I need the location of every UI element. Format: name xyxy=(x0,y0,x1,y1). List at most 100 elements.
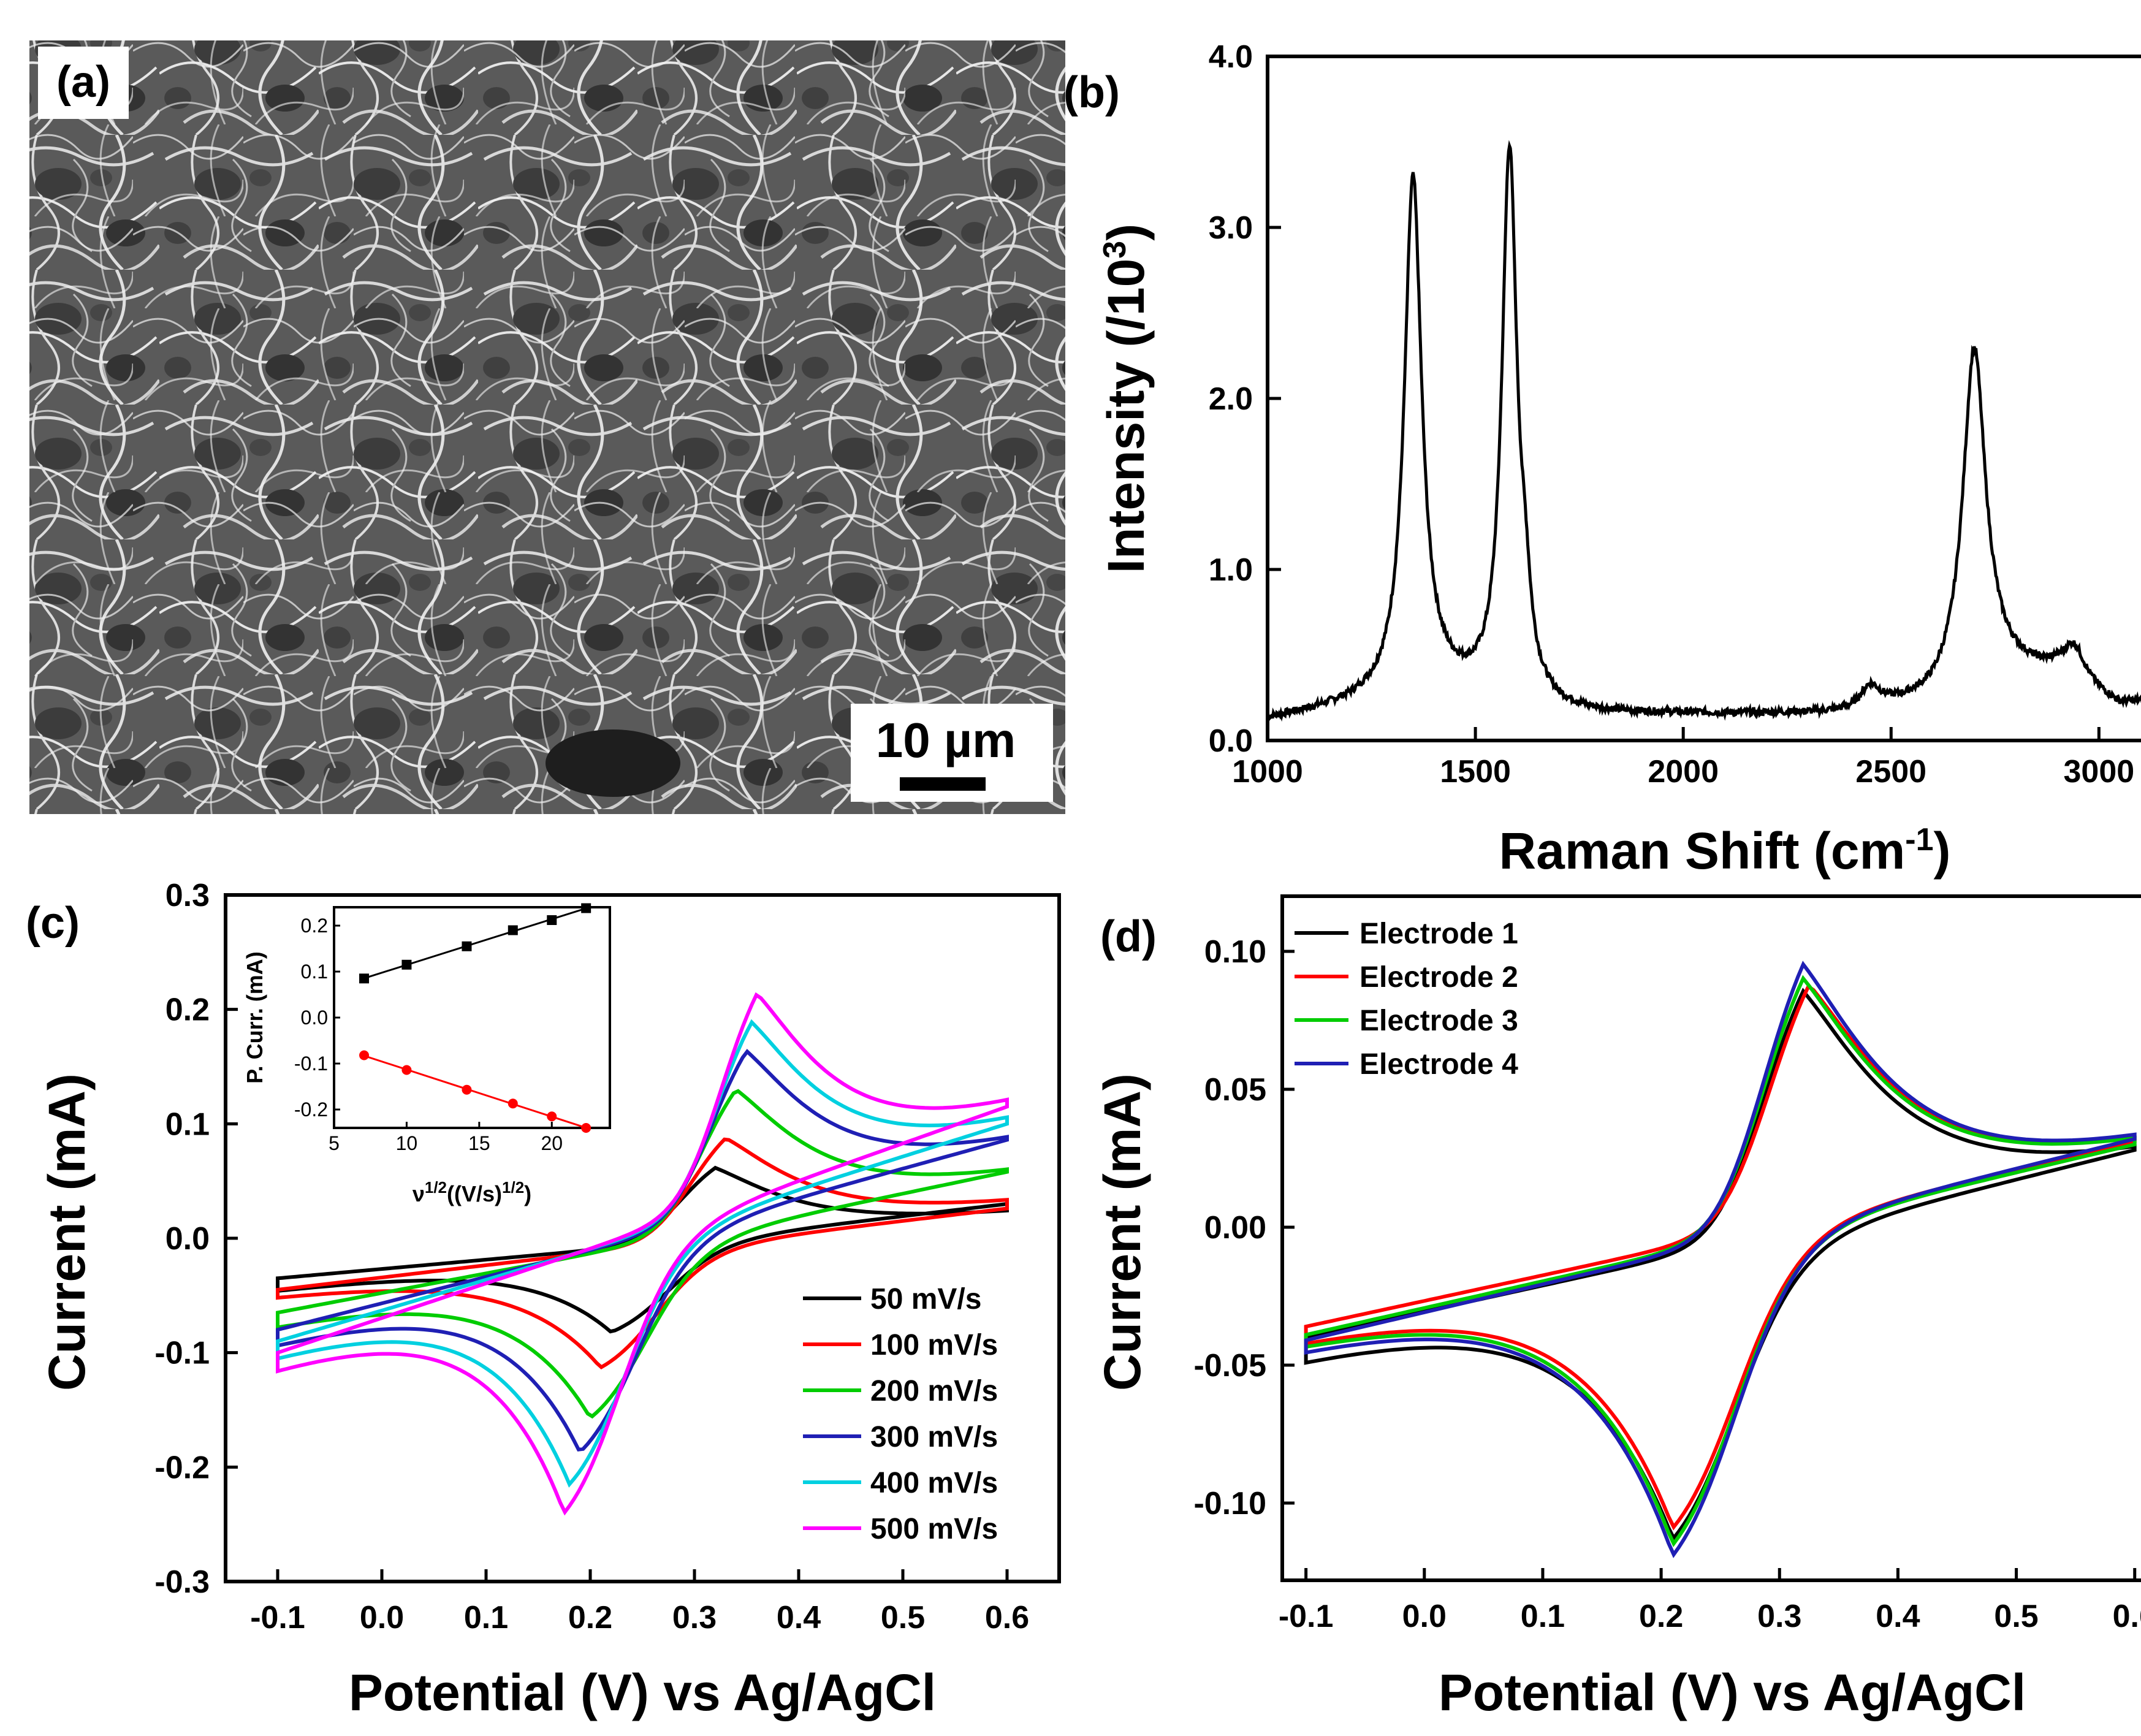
panel-d-label: (d) xyxy=(1100,912,1157,961)
x-tick-label: 2500 xyxy=(1855,754,1926,790)
panel-b-y-title: Intensity (/103) xyxy=(1097,224,1155,573)
legend-label: Electrode 1 xyxy=(1360,918,1518,950)
inset-y-ticks: -0.2 -0.1 0.0 0.1 0.2 xyxy=(294,915,340,1121)
inset-x-tick-label: 20 xyxy=(541,1132,563,1154)
cv-line-electrode-4 xyxy=(1304,961,2137,1558)
cv-line-200-mv-s xyxy=(276,1089,1009,1419)
y-tick-label: -0.1 xyxy=(154,1336,210,1371)
legend-label: 200 mV/s xyxy=(870,1375,998,1407)
inset-x-title: ν1/2((V/s)1/2) xyxy=(413,1178,531,1206)
x-tick-label: 0.0 xyxy=(1402,1599,1447,1634)
y-tick-label: 0.3 xyxy=(165,878,210,913)
y-tick-label: 0.0 xyxy=(165,1221,210,1257)
inset-x-tick-label: 15 xyxy=(468,1132,490,1154)
panel-a-label: (a) xyxy=(56,58,110,107)
y-tick-label: -0.05 xyxy=(1193,1348,1266,1384)
panel-b: (b) 1000 1500 2000 2500 3000 0.0 1.0 2.0 3.0 4.0… xyxy=(1063,39,2141,880)
x-tick-label: 2000 xyxy=(1648,754,1719,790)
cv-line-electrode-3 xyxy=(1304,975,2137,1547)
panel-d-frame xyxy=(1280,894,2141,1582)
x-tick-label: 0.6 xyxy=(985,1600,1029,1635)
legend-label: Electrode 4 xyxy=(1360,1048,1518,1081)
inset-point-cathodic xyxy=(581,1123,591,1133)
x-tick-label: 0.5 xyxy=(881,1600,925,1635)
y-tick-label: 0.10 xyxy=(1204,934,1266,970)
inset-y-tick-label: -0.2 xyxy=(294,1098,328,1121)
panel-c-y-ticks: -0.3 -0.2 -0.1 0.0 0.1 0.2 0.3 xyxy=(154,878,238,1600)
inset-y-tick-label: -0.1 xyxy=(294,1053,328,1075)
panel-b-label: (b) xyxy=(1063,68,1120,117)
y-tick-label: 3.0 xyxy=(1209,210,1253,246)
inset-point-cathodic xyxy=(547,1111,557,1122)
x-tick-label: 0.4 xyxy=(777,1600,821,1635)
inset-series xyxy=(359,903,591,1133)
inset-point-anodic xyxy=(462,941,472,951)
inset-point-cathodic xyxy=(462,1084,472,1095)
y-tick-label: 0.0 xyxy=(1209,723,1253,759)
panel-c-legend: 50 mV/s 100 mV/s 200 mV/s 300 mV/s 400 mV/s 5… xyxy=(803,1283,998,1545)
x-tick-label: 0.5 xyxy=(1994,1599,2038,1634)
x-tick-label: 0.1 xyxy=(464,1600,508,1635)
panel-b-frame xyxy=(1266,55,2141,742)
legend-label: 300 mV/s xyxy=(870,1421,998,1453)
panel-c-inset: 5 10 15 20 -0.2 -0.1 0.0 0.1 0.2 ν1/2((V/s)1/2)… xyxy=(242,903,611,1206)
inset-point-anodic xyxy=(401,959,412,970)
panel-c-label: (c) xyxy=(26,899,80,948)
inset-point-anodic xyxy=(547,915,557,925)
x-tick-label: 0.4 xyxy=(1876,1599,1920,1634)
cv-line-100-mv-s xyxy=(276,1137,1009,1369)
legend-label: 500 mV/s xyxy=(870,1513,998,1545)
inset-frame xyxy=(333,906,611,1129)
y-tick-label: 0.00 xyxy=(1204,1210,1266,1246)
inset-point-cathodic xyxy=(359,1050,370,1060)
inset-point-cathodic xyxy=(401,1065,412,1075)
legend-label: 400 mV/s xyxy=(870,1467,998,1499)
y-tick-label: 4.0 xyxy=(1209,39,1253,75)
panel-d-y-title: Current (mA) xyxy=(1093,1073,1151,1391)
cv-line-500-mv-s xyxy=(276,992,1009,1516)
panel-d-cv-lines xyxy=(1304,961,2137,1558)
inset-point-anodic xyxy=(359,973,370,984)
x-tick-label: 0.2 xyxy=(1639,1599,1683,1634)
sem-image-overlay xyxy=(29,40,1065,814)
sem-dark-pore xyxy=(546,729,680,797)
panel-b-y-ticks: 0.0 1.0 2.0 3.0 4.0 xyxy=(1209,39,1281,759)
panel-b-x-ticks: 1000 1500 2000 2500 3000 xyxy=(1232,727,2134,790)
legend-label: 50 mV/s xyxy=(870,1283,981,1315)
y-tick-label: 1.0 xyxy=(1209,552,1253,588)
cv-line-400-mv-s xyxy=(276,1019,1009,1488)
y-tick-label: 2.0 xyxy=(1209,381,1253,417)
panel-d-y-ticks: -0.10 -0.05 0.00 0.05 0.10 xyxy=(1193,934,1295,1521)
inset-point-cathodic xyxy=(508,1098,518,1109)
inset-x-tick-label: 5 xyxy=(329,1132,340,1154)
inset-y-tick-label: 0.1 xyxy=(301,961,328,983)
y-tick-label: -0.3 xyxy=(154,1564,210,1600)
legend-label: Electrode 2 xyxy=(1360,961,1518,994)
x-tick-label: 0.2 xyxy=(568,1600,612,1635)
x-tick-label: 0.0 xyxy=(360,1600,404,1635)
inset-point-anodic xyxy=(581,903,591,913)
panel-a-label-box xyxy=(38,47,129,119)
inset-y-tick-label: 0.0 xyxy=(301,1007,328,1029)
panel-d-legend: Electrode 1 Electrode 2 Electrode 3 Electro… xyxy=(1295,918,1518,1081)
y-tick-label: 0.1 xyxy=(165,1106,210,1142)
panel-c-x-title: Potential (V) vs Ag/AgCl xyxy=(349,1664,936,1721)
panel-c-y-title: Current (mA) xyxy=(38,1073,96,1391)
y-tick-label: -0.2 xyxy=(154,1450,210,1485)
panel-d: (d) -0.1 0.0 0.1 0.2 0.3 0.4 0.5 0.6 -0.10 -0.05… xyxy=(1093,894,2141,1721)
x-tick-label: 3000 xyxy=(2064,754,2135,790)
inset-x-ticks: 5 10 15 20 xyxy=(329,1122,563,1154)
y-tick-label: -0.10 xyxy=(1193,1486,1266,1521)
inset-x-tick-label: 10 xyxy=(396,1132,418,1154)
legend-label: Electrode 3 xyxy=(1360,1005,1518,1037)
panel-c-x-ticks: -0.1 0.0 0.1 0.2 0.3 0.4 0.5 0.6 xyxy=(250,1569,1029,1635)
x-tick-label: 0.6 xyxy=(2113,1599,2141,1634)
x-tick-label: 0.3 xyxy=(1757,1599,1801,1634)
x-tick-label: 0.1 xyxy=(1521,1599,1565,1634)
inset-point-anodic xyxy=(508,925,518,935)
raman-spectrum-line xyxy=(1266,140,2141,722)
inset-y-tick-label: 0.2 xyxy=(301,915,328,937)
scale-bar xyxy=(900,777,986,791)
x-tick-label: 1500 xyxy=(1440,754,1511,790)
